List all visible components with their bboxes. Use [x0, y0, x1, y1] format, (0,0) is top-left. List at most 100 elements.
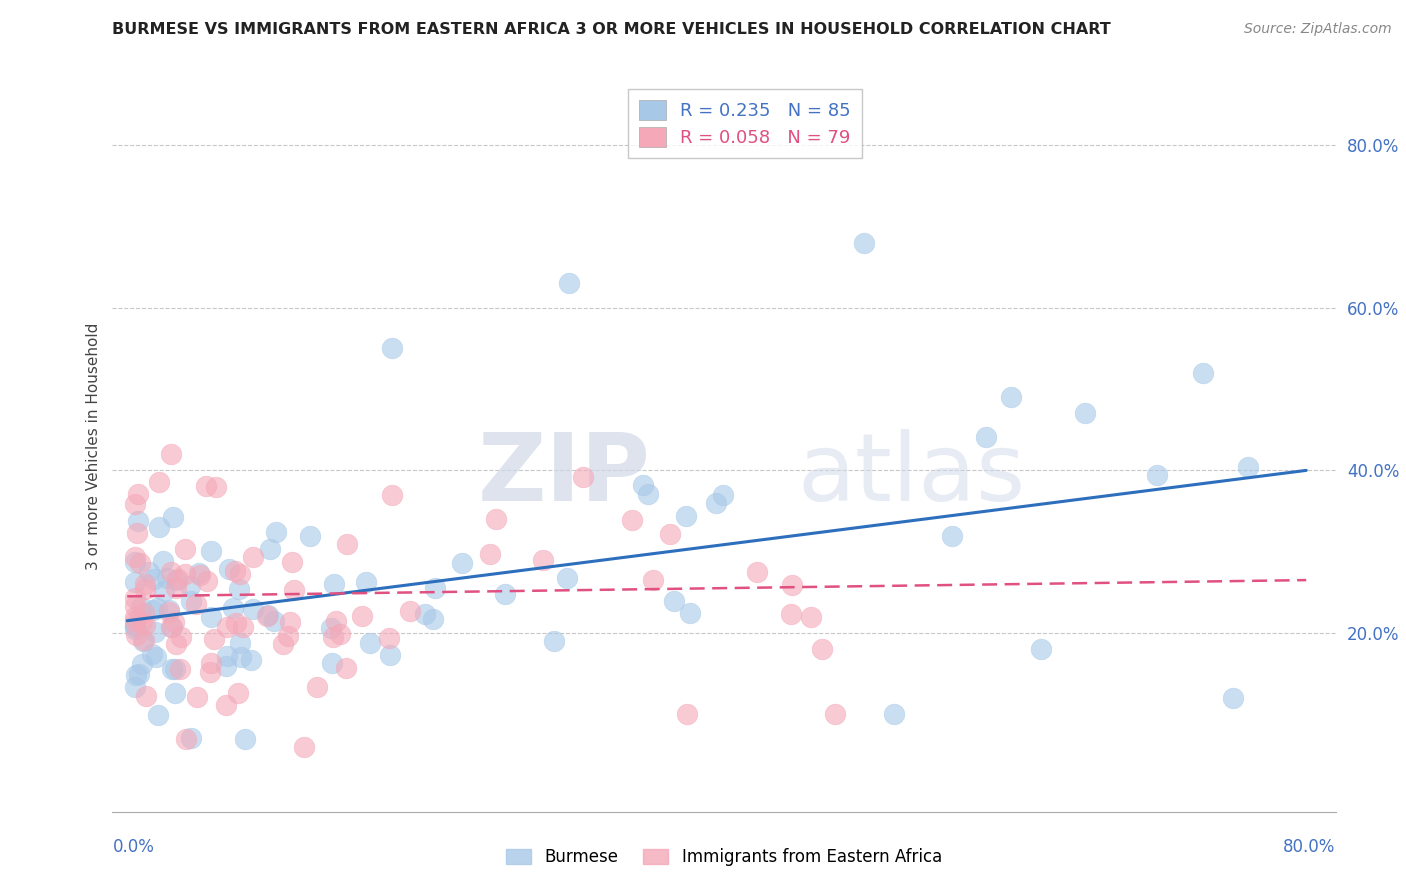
Point: [264, 525, 287, 540]
Point: [853, 235, 876, 250]
Point: [704, 495, 727, 509]
Point: [941, 528, 963, 542]
Point: [354, 575, 377, 590]
Point: [160, 620, 183, 634]
Point: [307, 681, 329, 695]
Point: [165, 581, 187, 595]
Point: [631, 478, 654, 492]
Point: [145, 650, 167, 665]
Point: [298, 528, 321, 542]
Point: [200, 610, 222, 624]
Point: [124, 555, 146, 569]
Point: [160, 447, 183, 461]
Point: [131, 615, 153, 629]
Point: [381, 342, 404, 356]
Point: [124, 680, 146, 694]
Point: [228, 685, 250, 699]
Point: [162, 510, 184, 524]
Point: [135, 690, 157, 704]
Point: [1074, 407, 1097, 421]
Point: [325, 614, 347, 628]
Point: [256, 608, 278, 623]
Text: atlas: atlas: [797, 429, 1026, 521]
Point: [160, 620, 183, 634]
Point: [195, 574, 218, 588]
Point: [494, 587, 516, 601]
Point: [180, 594, 202, 608]
Point: [170, 630, 193, 644]
Point: [883, 707, 905, 722]
Point: [233, 731, 256, 746]
Point: [124, 549, 146, 564]
Point: [131, 657, 153, 671]
Point: [413, 607, 436, 622]
Point: [188, 566, 211, 580]
Text: ZIP: ZIP: [478, 429, 651, 521]
Point: [222, 600, 245, 615]
Point: [148, 520, 170, 534]
Point: [259, 541, 281, 556]
Point: [124, 609, 146, 624]
Point: [195, 479, 218, 493]
Point: [215, 658, 238, 673]
Point: [163, 662, 186, 676]
Point: [329, 626, 352, 640]
Point: [146, 708, 169, 723]
Point: [256, 608, 278, 623]
Point: [976, 430, 998, 444]
Point: [124, 575, 146, 590]
Point: [179, 579, 201, 593]
Point: [124, 591, 146, 606]
Point: [336, 537, 359, 551]
Point: [398, 604, 420, 618]
Point: [292, 739, 315, 754]
Point: [240, 653, 263, 667]
Point: [531, 553, 554, 567]
Point: [128, 556, 150, 570]
Point: [173, 542, 195, 557]
Point: [322, 630, 344, 644]
Point: [451, 556, 474, 570]
Point: [146, 600, 169, 615]
Point: [1029, 642, 1052, 657]
Point: [319, 621, 342, 635]
Point: [134, 633, 156, 648]
Point: [281, 555, 304, 569]
Point: [678, 606, 700, 620]
Point: [127, 514, 149, 528]
Point: [1000, 390, 1022, 404]
Point: [134, 607, 156, 621]
Point: [169, 662, 191, 676]
Point: [165, 637, 187, 651]
Point: [132, 634, 155, 648]
Point: [125, 525, 148, 540]
Point: [543, 633, 565, 648]
Point: [242, 550, 264, 565]
Point: [152, 554, 174, 568]
Point: [125, 628, 148, 642]
Point: [124, 599, 146, 614]
Point: [200, 665, 222, 680]
Point: [160, 565, 183, 579]
Text: BURMESE VS IMMIGRANTS FROM EASTERN AFRICA 3 OR MORE VEHICLES IN HOUSEHOLD CORREL: BURMESE VS IMMIGRANTS FROM EASTERN AFRIC…: [112, 22, 1111, 37]
Text: Source: ZipAtlas.com: Source: ZipAtlas.com: [1244, 22, 1392, 37]
Point: [620, 513, 643, 527]
Point: [134, 582, 156, 596]
Point: [204, 632, 226, 647]
Point: [381, 488, 404, 502]
Point: [124, 619, 146, 633]
Point: [676, 707, 699, 722]
Point: [229, 566, 252, 581]
Point: [745, 566, 768, 580]
Point: [200, 543, 222, 558]
Point: [558, 277, 581, 291]
Point: [350, 609, 373, 624]
Point: [232, 620, 254, 634]
Legend: R = 0.235   N = 85, R = 0.058   N = 79: R = 0.235 N = 85, R = 0.058 N = 79: [628, 89, 862, 158]
Point: [215, 698, 238, 712]
Point: [127, 487, 149, 501]
Point: [555, 570, 578, 584]
Text: 80.0%: 80.0%: [1284, 838, 1336, 855]
Point: [143, 572, 166, 586]
Point: [125, 668, 148, 682]
